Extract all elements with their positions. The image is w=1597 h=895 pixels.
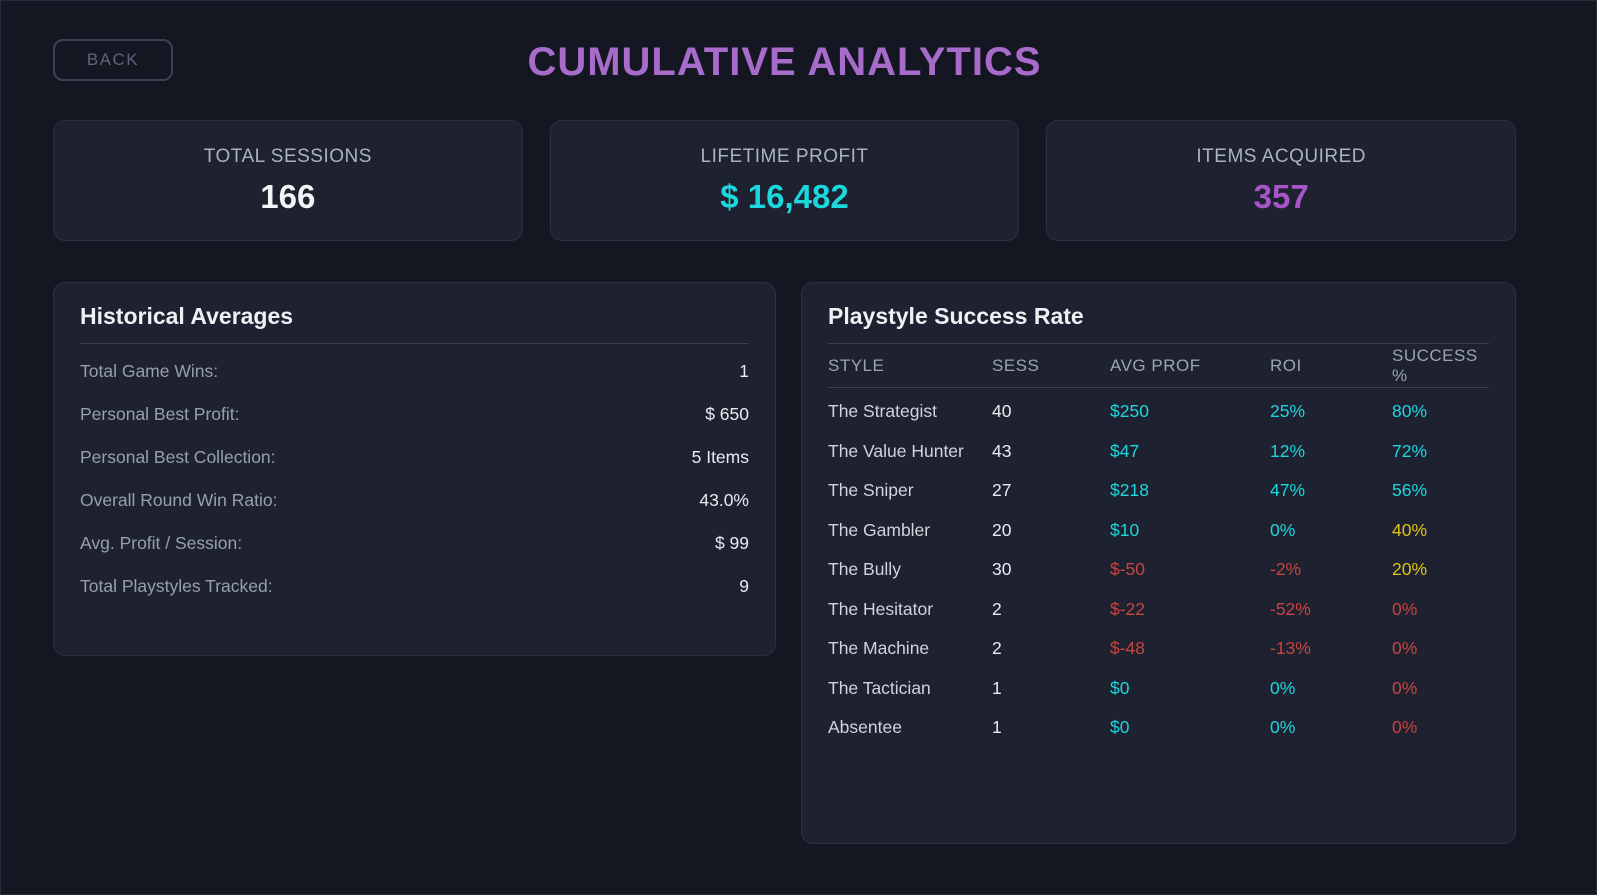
playstyle-cell-style: The Bully [828,559,901,580]
playstyle-panel-title: Playstyle Success Rate [828,303,1489,344]
playstyle-cell-style: The Value Hunter [828,440,964,461]
playstyle-cell-sess: 20 [992,519,1012,540]
playstyle-cell-sess: 1 [992,677,1002,698]
playstyle-cell-roi: -52% [1270,598,1311,619]
historical-row-value: $ 650 [705,404,749,424]
playstyle-row: The Value Hunter 43 $47 12% 72% [828,432,1489,472]
playstyle-row: The Sniper 27 $218 47% 56% [828,471,1489,511]
playstyle-cell-sess: 40 [992,401,1012,422]
playstyle-cell-avgprof: $-48 [1110,638,1146,659]
playstyle-cell-roi: 0% [1270,677,1296,698]
playstyle-cell-success: 0% [1392,677,1418,698]
stat-card-label: LIFETIME PROFIT [700,145,869,167]
playstyle-cell-success: 0% [1392,598,1418,619]
playstyle-cell-success: 80% [1392,401,1428,422]
page-title: CUMULATIVE ANALYTICS [527,40,1042,84]
playstyle-row: Absentee 1 $0 0% 0% [828,708,1489,748]
historical-row-label: Avg. Profit / Session: [80,533,243,553]
stat-card-value: 357 [1253,177,1309,215]
column-header-success: SUCCESS % [1392,345,1478,385]
historical-row-value: 1 [739,361,749,381]
playstyle-cell-roi: 0% [1270,717,1296,738]
historical-row: Personal Best Profit: $ 650 [80,393,749,436]
playstyle-success-panel: Playstyle Success Rate STYLE SESS AVG PR… [801,282,1516,844]
playstyle-row: The Hesitator 2 $-22 -52% 0% [828,590,1489,630]
playstyle-cell-style: The Gambler [828,519,931,540]
column-header-avgprof: AVG PROF [1110,355,1201,375]
playstyle-cell-roi: 47% [1270,480,1306,501]
historical-row: Avg. Profit / Session: $ 99 [80,522,749,565]
playstyle-cell-style: The Tactician [828,677,931,698]
playstyle-cell-style: The Hesitator [828,598,934,619]
playstyle-cell-success: 0% [1392,638,1418,659]
header: BACK CUMULATIVE ANALYTICS [53,39,1516,85]
playstyle-table-header: STYLE SESS AVG PROF ROI SUCCESS % [828,344,1489,388]
playstyle-cell-sess: 43 [992,440,1012,461]
playstyle-row: The Machine 2 $-48 -13% 0% [828,629,1489,669]
back-button[interactable]: BACK [53,39,173,81]
historical-row: Total Playstyles Tracked: 9 [80,565,749,608]
playstyle-cell-avgprof: $47 [1110,440,1140,461]
stat-card-items-acquired: ITEMS ACQUIRED 357 [1046,120,1517,241]
playstyle-cell-avgprof: $250 [1110,401,1149,422]
historical-row-label: Total Playstyles Tracked: [80,576,273,596]
playstyle-rows: The Strategist 40 $250 25% 80% The Value Hunt… [828,392,1489,748]
cumulative-analytics-screen: BACK CUMULATIVE ANALYTICS TOTAL SESSIONS… [1,1,1596,844]
playstyle-cell-sess: 1 [992,717,1002,738]
playstyle-cell-success: 0% [1392,717,1418,738]
playstyle-cell-style: The Strategist [828,401,937,422]
stat-card-lifetime-profit: LIFETIME PROFIT $ 16,482 [549,120,1020,241]
historical-rows: Total Game Wins: 1 Personal Best Profit: $ … [80,350,749,608]
historical-row: Total Game Wins: 1 [80,350,749,393]
playstyle-cell-style: The Sniper [828,480,914,501]
column-header-roi: ROI [1270,355,1302,375]
playstyle-row: The Bully 30 $-50 -2% 20% [828,550,1489,590]
historical-row-value: 9 [739,576,749,596]
playstyle-cell-sess: 2 [992,638,1002,659]
column-header-sess: SESS [992,355,1040,375]
playstyle-cell-success: 72% [1392,440,1428,461]
playstyle-row: The Gambler 20 $10 0% 40% [828,511,1489,551]
playstyle-cell-avgprof: $10 [1110,519,1140,540]
stat-card-label: TOTAL SESSIONS [203,145,372,167]
playstyle-cell-roi: 0% [1270,519,1296,540]
playstyle-cell-avgprof: $-22 [1110,598,1146,619]
playstyle-cell-sess: 27 [992,480,1012,501]
stat-cards-row: TOTAL SESSIONS 166 LIFETIME PROFIT $ 16,… [53,120,1517,241]
playstyle-cell-success: 20% [1392,559,1428,580]
playstyle-cell-style: Absentee [828,717,902,738]
playstyle-cell-success: 40% [1392,519,1428,540]
historical-panel-title: Historical Averages [80,303,749,344]
historical-row: Personal Best Collection: 5 Items [80,436,749,479]
playstyle-cell-avgprof: $0 [1110,677,1130,698]
playstyle-cell-roi: 25% [1270,401,1306,422]
playstyle-row: The Tactician 1 $0 0% 0% [828,669,1489,709]
historical-row: Overall Round Win Ratio: 43.0% [80,479,749,522]
historical-averages-panel: Historical Averages Total Game Wins: 1 Per… [53,282,776,656]
playstyle-cell-avgprof: $0 [1110,717,1130,738]
playstyle-cell-roi: -2% [1270,559,1302,580]
historical-row-value: 5 Items [691,447,749,467]
main-panels: Historical Averages Total Game Wins: 1 Per… [53,282,1516,844]
historical-row-label: Total Game Wins: [80,361,219,381]
historical-row-label: Personal Best Collection: [80,447,276,467]
historical-row-label: Overall Round Win Ratio: [80,490,278,510]
playstyle-cell-roi: 12% [1270,440,1306,461]
playstyle-cell-sess: 30 [992,559,1012,580]
stat-card-total-sessions: TOTAL SESSIONS 166 [53,120,523,241]
playstyle-cell-success: 56% [1392,480,1428,501]
stat-card-value: $ 16,482 [720,177,849,215]
playstyle-cell-sess: 2 [992,598,1002,619]
playstyle-cell-avgprof: $-50 [1110,559,1146,580]
historical-row-value: 43.0% [699,490,749,510]
stat-card-value: 166 [260,177,316,215]
playstyle-cell-avgprof: $218 [1110,480,1149,501]
playstyle-cell-roi: -13% [1270,638,1311,659]
historical-row-value: $ 99 [714,533,749,553]
stat-card-label: ITEMS ACQUIRED [1196,145,1366,167]
playstyle-row: The Strategist 40 $250 25% 80% [828,392,1489,432]
column-header-style: STYLE [828,355,885,375]
historical-row-label: Personal Best Profit: [80,404,240,424]
playstyle-cell-style: The Machine [828,638,930,659]
